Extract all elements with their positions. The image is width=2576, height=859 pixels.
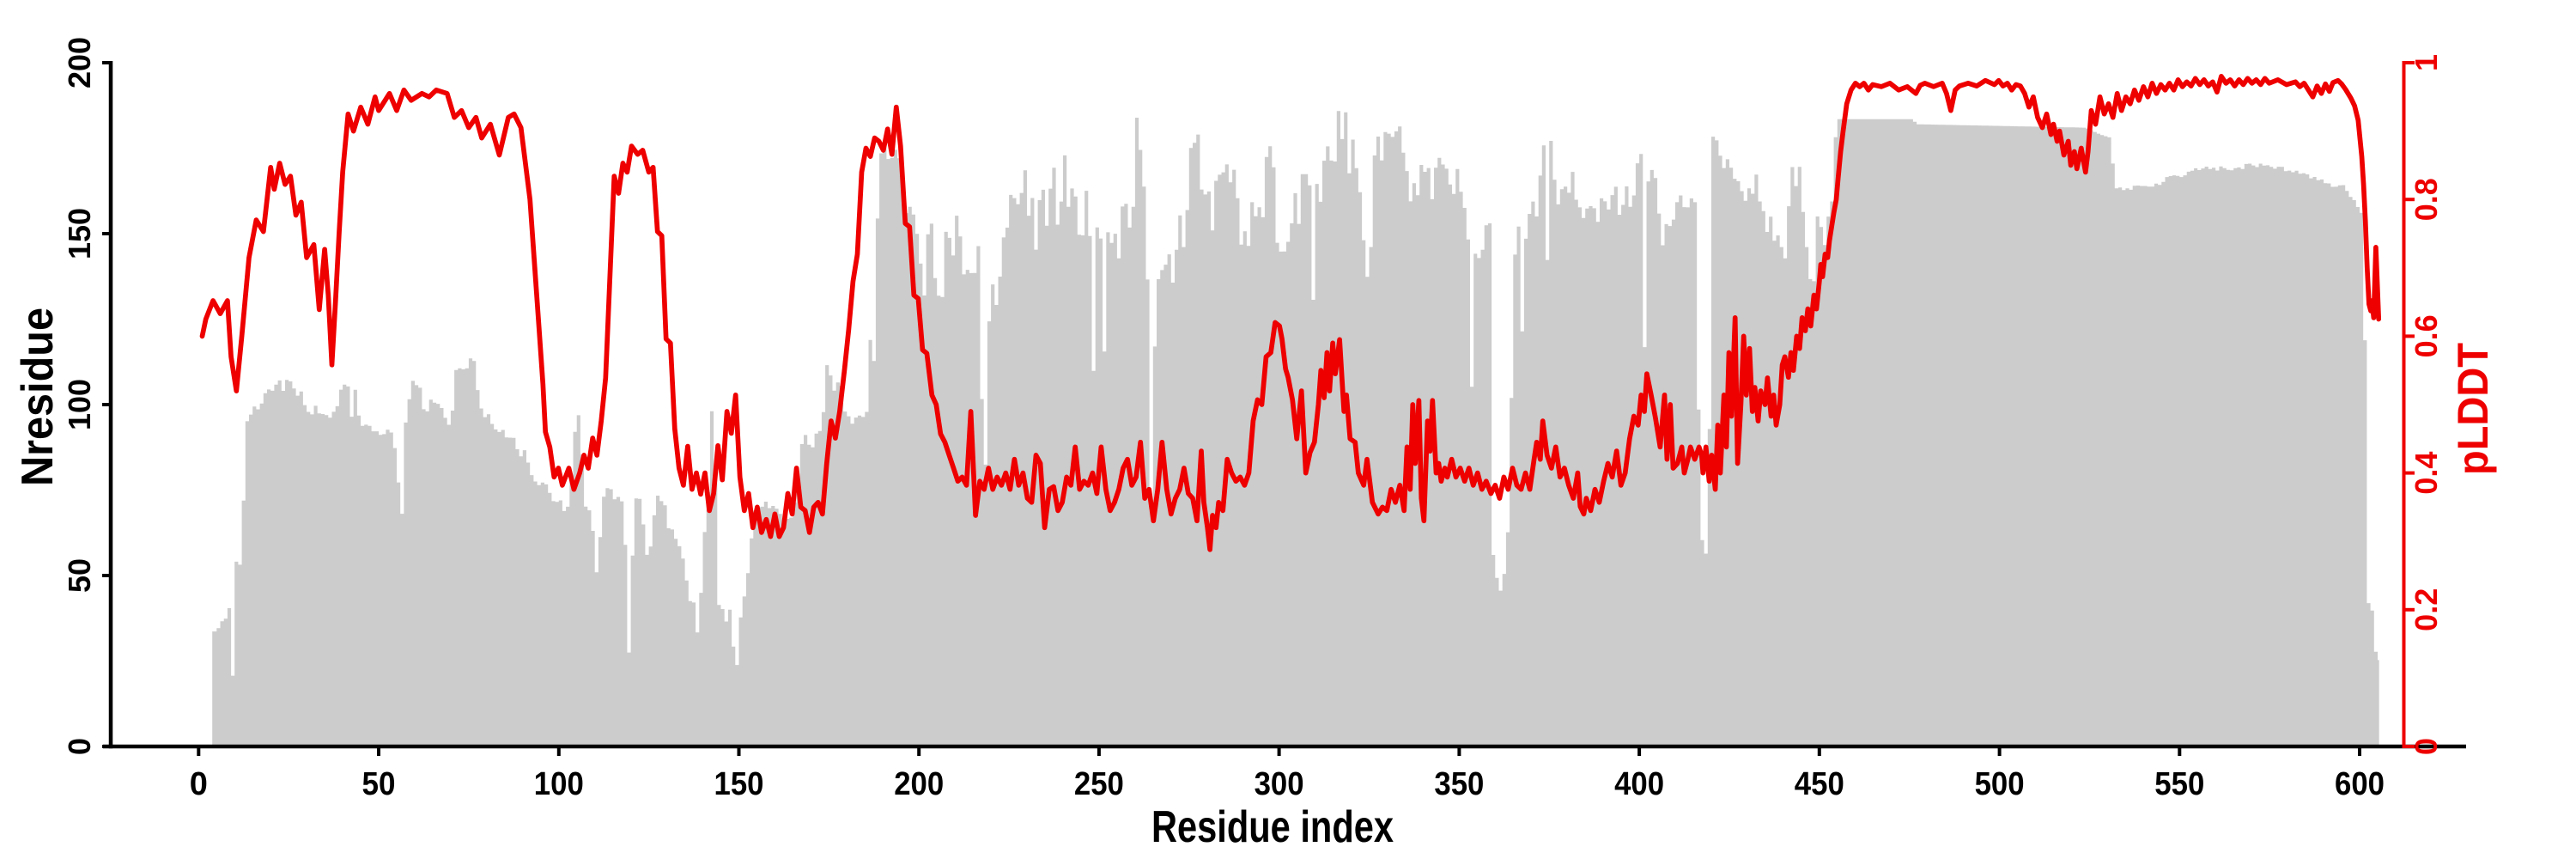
svg-text:450: 450 bbox=[1795, 766, 1844, 802]
svg-text:0.4: 0.4 bbox=[2409, 452, 2444, 495]
svg-text:350: 350 bbox=[1434, 766, 1484, 802]
svg-text:pLDDT: pLDDT bbox=[2449, 343, 2497, 475]
svg-text:250: 250 bbox=[1074, 766, 1124, 802]
svg-text:150: 150 bbox=[714, 766, 764, 802]
svg-text:50: 50 bbox=[362, 766, 396, 802]
svg-text:0: 0 bbox=[2409, 738, 2444, 755]
svg-text:Nresidue: Nresidue bbox=[13, 308, 63, 486]
svg-text:200: 200 bbox=[62, 37, 97, 88]
svg-text:Residue index: Residue index bbox=[1151, 802, 1394, 852]
svg-text:600: 600 bbox=[2335, 766, 2385, 802]
svg-text:400: 400 bbox=[1614, 766, 1664, 802]
svg-text:50: 50 bbox=[62, 558, 97, 593]
svg-text:300: 300 bbox=[1255, 766, 1304, 802]
svg-text:100: 100 bbox=[62, 379, 97, 430]
svg-text:0.6: 0.6 bbox=[2409, 314, 2444, 357]
svg-text:200: 200 bbox=[894, 766, 944, 802]
svg-text:0: 0 bbox=[190, 766, 208, 802]
svg-text:100: 100 bbox=[534, 766, 584, 802]
svg-text:500: 500 bbox=[1975, 766, 2025, 802]
svg-text:1: 1 bbox=[2409, 54, 2444, 71]
svg-text:0.2: 0.2 bbox=[2409, 588, 2444, 631]
svg-text:0.8: 0.8 bbox=[2409, 178, 2444, 221]
svg-text:550: 550 bbox=[2154, 766, 2204, 802]
svg-text:150: 150 bbox=[62, 208, 97, 259]
svg-text:0: 0 bbox=[62, 738, 97, 755]
